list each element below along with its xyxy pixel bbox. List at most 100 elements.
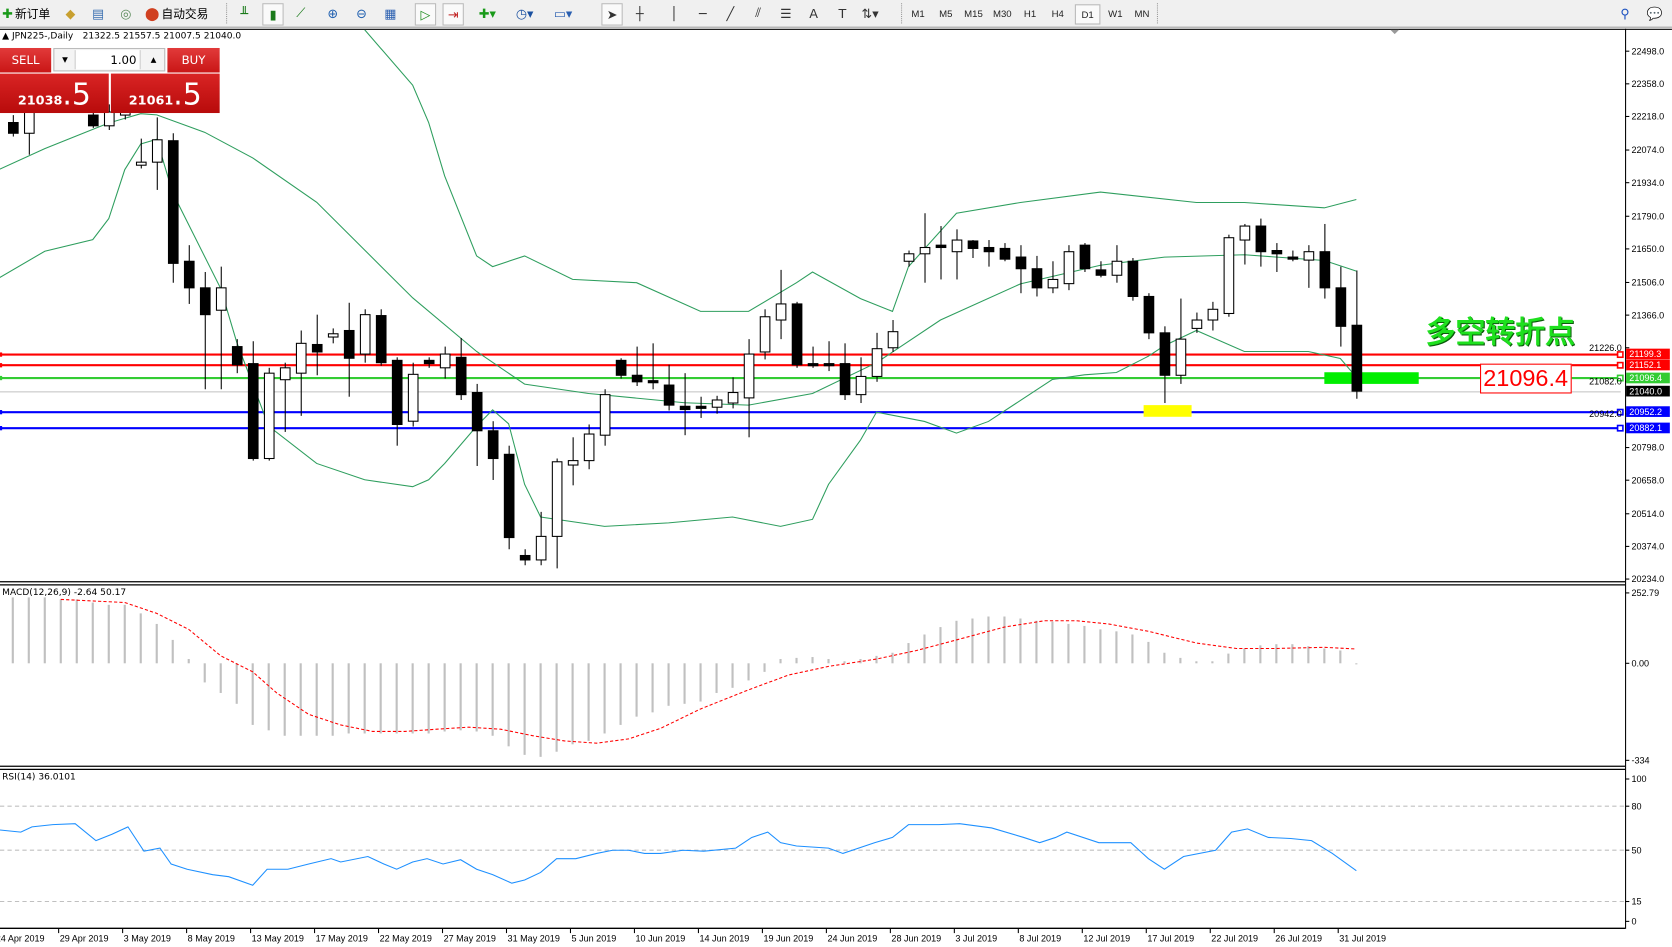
rsi-label: RSI(14) 36.0101 [2, 772, 76, 783]
level-handle-icon[interactable] [1616, 374, 1624, 382]
bullish-candle [1223, 237, 1235, 315]
vertical-line-button[interactable]: │ [664, 3, 683, 23]
timeframe-w1[interactable]: W1 [1108, 7, 1123, 19]
level-handle-icon[interactable] [0, 352, 3, 357]
chart-shift-marker-icon[interactable] [1390, 29, 1399, 35]
price-annotation-box[interactable]: 21096.4 [1480, 363, 1572, 394]
highlight-rectangle[interactable] [1143, 405, 1192, 417]
text-button[interactable]: A [804, 3, 823, 23]
trendline-button[interactable]: ╱ [721, 3, 740, 23]
equidistant-channel-button[interactable]: ⫽ [749, 3, 768, 23]
collapse-arrow-icon[interactable]: ▲ [2, 30, 10, 42]
macd-histogram-bar [1147, 641, 1150, 664]
macd-histogram-bar [315, 663, 318, 736]
cursor-button[interactable]: ➤ [601, 3, 623, 26]
date-tick-label: 19 Jun 2019 [763, 934, 813, 944]
chat-button[interactable]: 💬 [1645, 3, 1664, 23]
zoom-in-button[interactable]: ⊕ [323, 3, 342, 23]
date-tick-label: 10 Jun 2019 [636, 934, 686, 944]
level-handle-icon[interactable] [0, 410, 3, 415]
indicators-button[interactable]: ✚▾ [478, 3, 497, 23]
autotrading-icon: ⬤ [145, 5, 160, 21]
auto-scroll-button[interactable]: ▷ [414, 3, 437, 26]
new-order-button[interactable]: ✚ 新订单 [2, 3, 50, 23]
templates-button[interactable]: ▭▾ [553, 3, 573, 23]
level-handle-icon[interactable] [0, 375, 3, 381]
line-chart-button[interactable]: ⟋ [291, 3, 310, 23]
timeframe-h4[interactable]: H4 [1051, 7, 1064, 19]
timeframe-m5[interactable]: M5 [939, 7, 953, 19]
bearish-candle [1271, 250, 1283, 255]
timeframe-h1[interactable]: H1 [1023, 7, 1037, 19]
level-handle-icon[interactable] [0, 426, 3, 431]
sell-price-button[interactable]: 21038.5 [0, 73, 109, 114]
price-tick-label: 22358.0 [1631, 79, 1664, 89]
bearish-candle [87, 114, 99, 127]
candlestick-chart-button[interactable]: ▮ [262, 3, 284, 26]
bearish-candle [455, 356, 467, 396]
one-click-trading-panel: SELL ▼ ▲ BUY 21038.5 21061.5 [0, 47, 220, 114]
price-tick-label: 20942.0 [1589, 409, 1622, 419]
text-label-button[interactable]: T [833, 3, 852, 23]
bullish-candle [439, 353, 451, 369]
horizontal-line-button[interactable]: ─ [693, 3, 712, 23]
zoom-out-button[interactable]: ⊖ [352, 3, 371, 23]
price-tick-label: 22074.0 [1631, 145, 1664, 155]
chart-shift-button[interactable]: ⇥ [442, 3, 464, 26]
turning-point-annotation[interactable]: 多空转折点 [1425, 314, 1575, 350]
bearish-candle [167, 140, 179, 264]
signals-button[interactable]: ◎ [116, 3, 135, 23]
level-price-label: 21040.0 [1629, 386, 1662, 396]
autotrading-button[interactable]: ⬤ 自动交易 [145, 3, 208, 23]
rsi-tick-label: 50 [1631, 845, 1641, 855]
bullish-candle [407, 373, 419, 422]
level-handle-icon[interactable] [1616, 424, 1624, 432]
bearish-candle [1335, 287, 1347, 327]
bar-chart-button[interactable]: ╨ [235, 3, 254, 23]
bullish-candle [1111, 260, 1123, 276]
bearish-candle [807, 363, 819, 367]
date-tick-label: 3 May 2019 [124, 934, 171, 944]
macd-histogram-bar [1211, 661, 1214, 664]
crosshair-button[interactable]: ┼ [630, 3, 649, 23]
buy-button[interactable]: BUY [167, 47, 220, 74]
bullish-candle [535, 535, 547, 561]
macd-histogram-bar [219, 663, 222, 693]
price-tick-label: 21082.0 [1589, 377, 1622, 387]
lot-size-input[interactable] [74, 50, 141, 70]
market-watch-button[interactable]: ◆ [61, 3, 80, 23]
signals-icon: ◎ [120, 5, 132, 21]
sell-button[interactable]: SELL [0, 47, 52, 74]
lot-increase-button[interactable]: ▲ [150, 55, 157, 64]
ask-price-fraction: .5 [173, 76, 202, 112]
buy-price-button[interactable]: 21061.5 [110, 73, 220, 114]
data-window-button[interactable]: ▤ [89, 3, 108, 23]
timeframe-m1[interactable]: M1 [911, 7, 925, 19]
lot-decrease-button[interactable]: ▼ [62, 55, 68, 64]
macd-histogram-bar [875, 655, 878, 664]
periods-button[interactable]: ◷▾ [515, 3, 534, 23]
timeframe-m30[interactable]: M30 [992, 7, 1012, 19]
date-tick-label: 31 May 2019 [508, 934, 560, 944]
bearish-candle [839, 363, 851, 396]
timeframe-mn[interactable]: MN [1134, 7, 1150, 19]
tile-windows-button[interactable]: ▦ [381, 3, 400, 23]
level-handle-icon[interactable] [0, 363, 3, 368]
fibonacci-retracement-button[interactable]: ☰ [776, 3, 795, 23]
bearish-candle [663, 384, 675, 406]
macd-histogram-bar [795, 657, 798, 664]
level-handle-icon[interactable] [1616, 351, 1624, 359]
level-handle-icon[interactable] [1616, 408, 1624, 416]
date-tick-label: 24 Apr 2019 [0, 934, 45, 944]
date-tick-label: 24 Jun 2019 [827, 934, 877, 944]
low-price: 21007.5 [163, 30, 201, 42]
macd-histogram-bar [1019, 618, 1022, 664]
highlight-rectangle[interactable] [1324, 372, 1419, 384]
arrows-button[interactable]: ⇅▾ [861, 3, 880, 23]
search-button[interactable]: ⚲ [1615, 3, 1634, 23]
level-handle-icon[interactable] [1616, 361, 1624, 369]
timeframe-m15[interactable]: M15 [964, 7, 983, 19]
timeframe-d1[interactable]: D1 [1074, 4, 1101, 25]
